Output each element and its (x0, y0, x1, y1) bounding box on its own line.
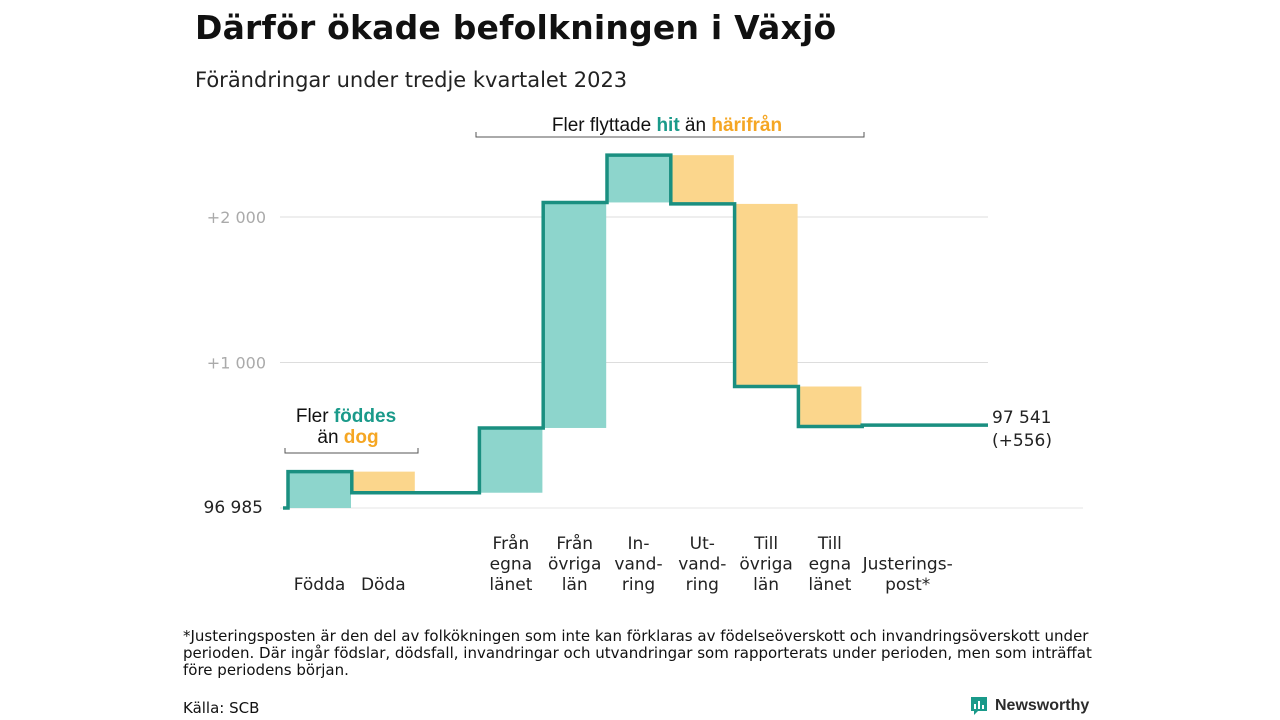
y-tick-label: +2 000 (207, 208, 266, 227)
waterfall-chart: +2 000 +1 000 96 985 Födda Döda Från egna länet… (204, 115, 1083, 596)
end-value-label: 97 541 (992, 408, 1051, 428)
category-label: Till egna länet (808, 534, 851, 595)
start-value-label: 96 985 (204, 498, 263, 518)
footnote: *Justeringsposten är den del av folkökni… (183, 627, 1092, 679)
waterfall-bar (607, 155, 670, 203)
waterfall-bar (798, 386, 862, 427)
category-label: Ut-vand-ring (678, 534, 726, 595)
source-note: Källa: SCB (183, 699, 260, 717)
waterfall-bar (479, 427, 543, 493)
chart-title: Därför ökade befolkningen i Växjö (195, 8, 837, 47)
births-group-label-line2: än dog (317, 427, 378, 448)
migration-bracket (475, 132, 865, 138)
brand-logo[interactable]: Newsworthy (969, 695, 1089, 717)
newsworthy-logo-icon (971, 697, 987, 715)
category-label: Till övriga län (739, 534, 792, 595)
category-label: In-vand-ring (614, 534, 662, 595)
waterfall-bar (288, 471, 351, 508)
category-label: Från egna länet (489, 533, 532, 595)
end-change-label: (+556) (992, 431, 1052, 451)
category-label: Från övriga län (548, 533, 601, 595)
waterfall-bar (670, 155, 734, 204)
y-tick-label: +1 000 (207, 354, 266, 373)
cumulative-step-line (283, 153, 988, 510)
migration-group-label: Fler flyttade hit än härifrån (552, 115, 782, 136)
category-label: Justerings-post* (862, 555, 953, 596)
waterfall-bar (734, 203, 798, 387)
births-bracket (284, 448, 419, 454)
category-label: Döda (361, 575, 406, 595)
births-group-label-line1: Fler föddes (296, 406, 396, 427)
chart-subtitle: Förändringar under tredje kvartalet 2023 (195, 68, 628, 92)
brand-name: Newsworthy (995, 697, 1090, 714)
waterfall-bar (351, 471, 415, 493)
category-label: Födda (294, 575, 346, 595)
waterfall-bar (543, 202, 607, 428)
